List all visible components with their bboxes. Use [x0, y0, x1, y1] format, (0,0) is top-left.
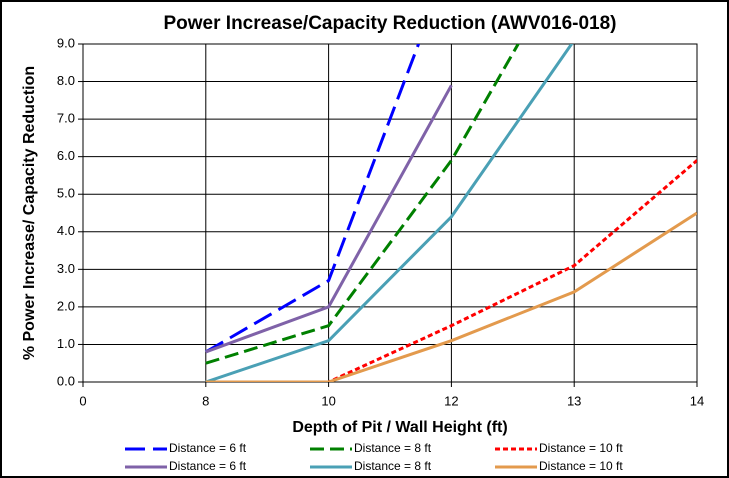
y-tick-label: 5.0 — [57, 186, 75, 201]
y-axis-label: % Power Increase/ Capacity Reduction — [21, 66, 38, 360]
series-group — [205, 44, 697, 382]
y-tick-label: 2.0 — [57, 298, 75, 313]
y-tick-label: 3.0 — [57, 261, 75, 276]
series-line — [205, 84, 453, 354]
x-tick-label: 8 — [202, 393, 209, 408]
series-line — [205, 159, 697, 382]
legend-label: Distance = 10 ft — [539, 459, 623, 473]
legend-label: Distance = 6 ft — [169, 459, 247, 473]
series-line — [205, 44, 520, 365]
chart-title: Power Increase/Capacity Reduction (AWV01… — [164, 13, 617, 34]
y-tick-label: 1.0 — [57, 336, 75, 351]
legend-label: Distance = 8 ft — [354, 441, 432, 455]
y-tick-label: 7.0 — [57, 111, 75, 126]
series-line — [205, 44, 574, 382]
series-line — [205, 44, 421, 354]
series-line — [205, 211, 697, 382]
x-tick-label: 14 — [690, 393, 704, 408]
x-tick-label: 0 — [79, 393, 86, 408]
legend-label: Distance = 8 ft — [354, 459, 432, 473]
y-tick-label: 4.0 — [57, 223, 75, 238]
legend-label: Distance = 6 ft — [169, 441, 247, 455]
y-tick-label: 9.0 — [57, 35, 75, 50]
y-tick-label: 0.0 — [57, 373, 75, 388]
y-tick-label: 6.0 — [57, 148, 75, 163]
legend-label: Distance = 10 ft — [539, 441, 623, 455]
plot-area — [82, 43, 698, 383]
x-tick-label: 13 — [567, 393, 581, 408]
y-tick-label: 8.0 — [57, 73, 75, 88]
x-tick-label: 12 — [444, 393, 458, 408]
x-tick-label: 10 — [321, 393, 335, 408]
x-axis-label: Depth of Pit / Wall Height (ft) — [292, 419, 507, 436]
